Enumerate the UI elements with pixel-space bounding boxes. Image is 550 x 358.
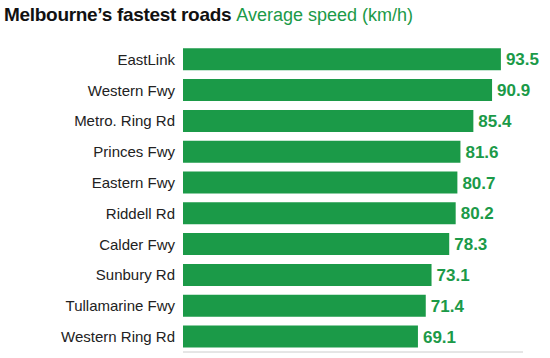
svg-text:Western Fwy: Western Fwy [88, 82, 176, 99]
svg-text:Western Ring Rd: Western Ring Rd [61, 328, 175, 345]
svg-text:93.5: 93.5 [506, 50, 539, 69]
svg-text:80.2: 80.2 [461, 204, 494, 223]
svg-text:Tullamarine Fwy: Tullamarine Fwy [66, 297, 176, 314]
svg-text:71.4: 71.4 [431, 297, 465, 316]
svg-text:Calder Fwy: Calder Fwy [99, 236, 175, 253]
svg-text:85.4: 85.4 [478, 112, 512, 131]
svg-text:73.1: 73.1 [437, 266, 470, 285]
svg-text:Riddell Rd: Riddell Rd [106, 205, 175, 222]
svg-text:EastLink: EastLink [117, 51, 175, 68]
svg-text:Sunbury Rd: Sunbury Rd [96, 266, 175, 283]
svg-text:Metro. Ring Rd: Metro. Ring Rd [74, 112, 175, 129]
svg-text:69.1: 69.1 [423, 328, 456, 347]
html-text:Melbourne’s fastest roads Aver: Melbourne’s fastest roads Average speed … [4, 4, 413, 25]
svg-text:78.3: 78.3 [454, 235, 487, 254]
svg-text:81.6: 81.6 [465, 143, 498, 162]
svg-text:Princes Fwy: Princes Fwy [93, 143, 175, 160]
svg-text:Eastern Fwy: Eastern Fwy [92, 174, 176, 191]
svg-text:90.9: 90.9 [497, 81, 530, 100]
svg-text:80.7: 80.7 [462, 174, 495, 193]
